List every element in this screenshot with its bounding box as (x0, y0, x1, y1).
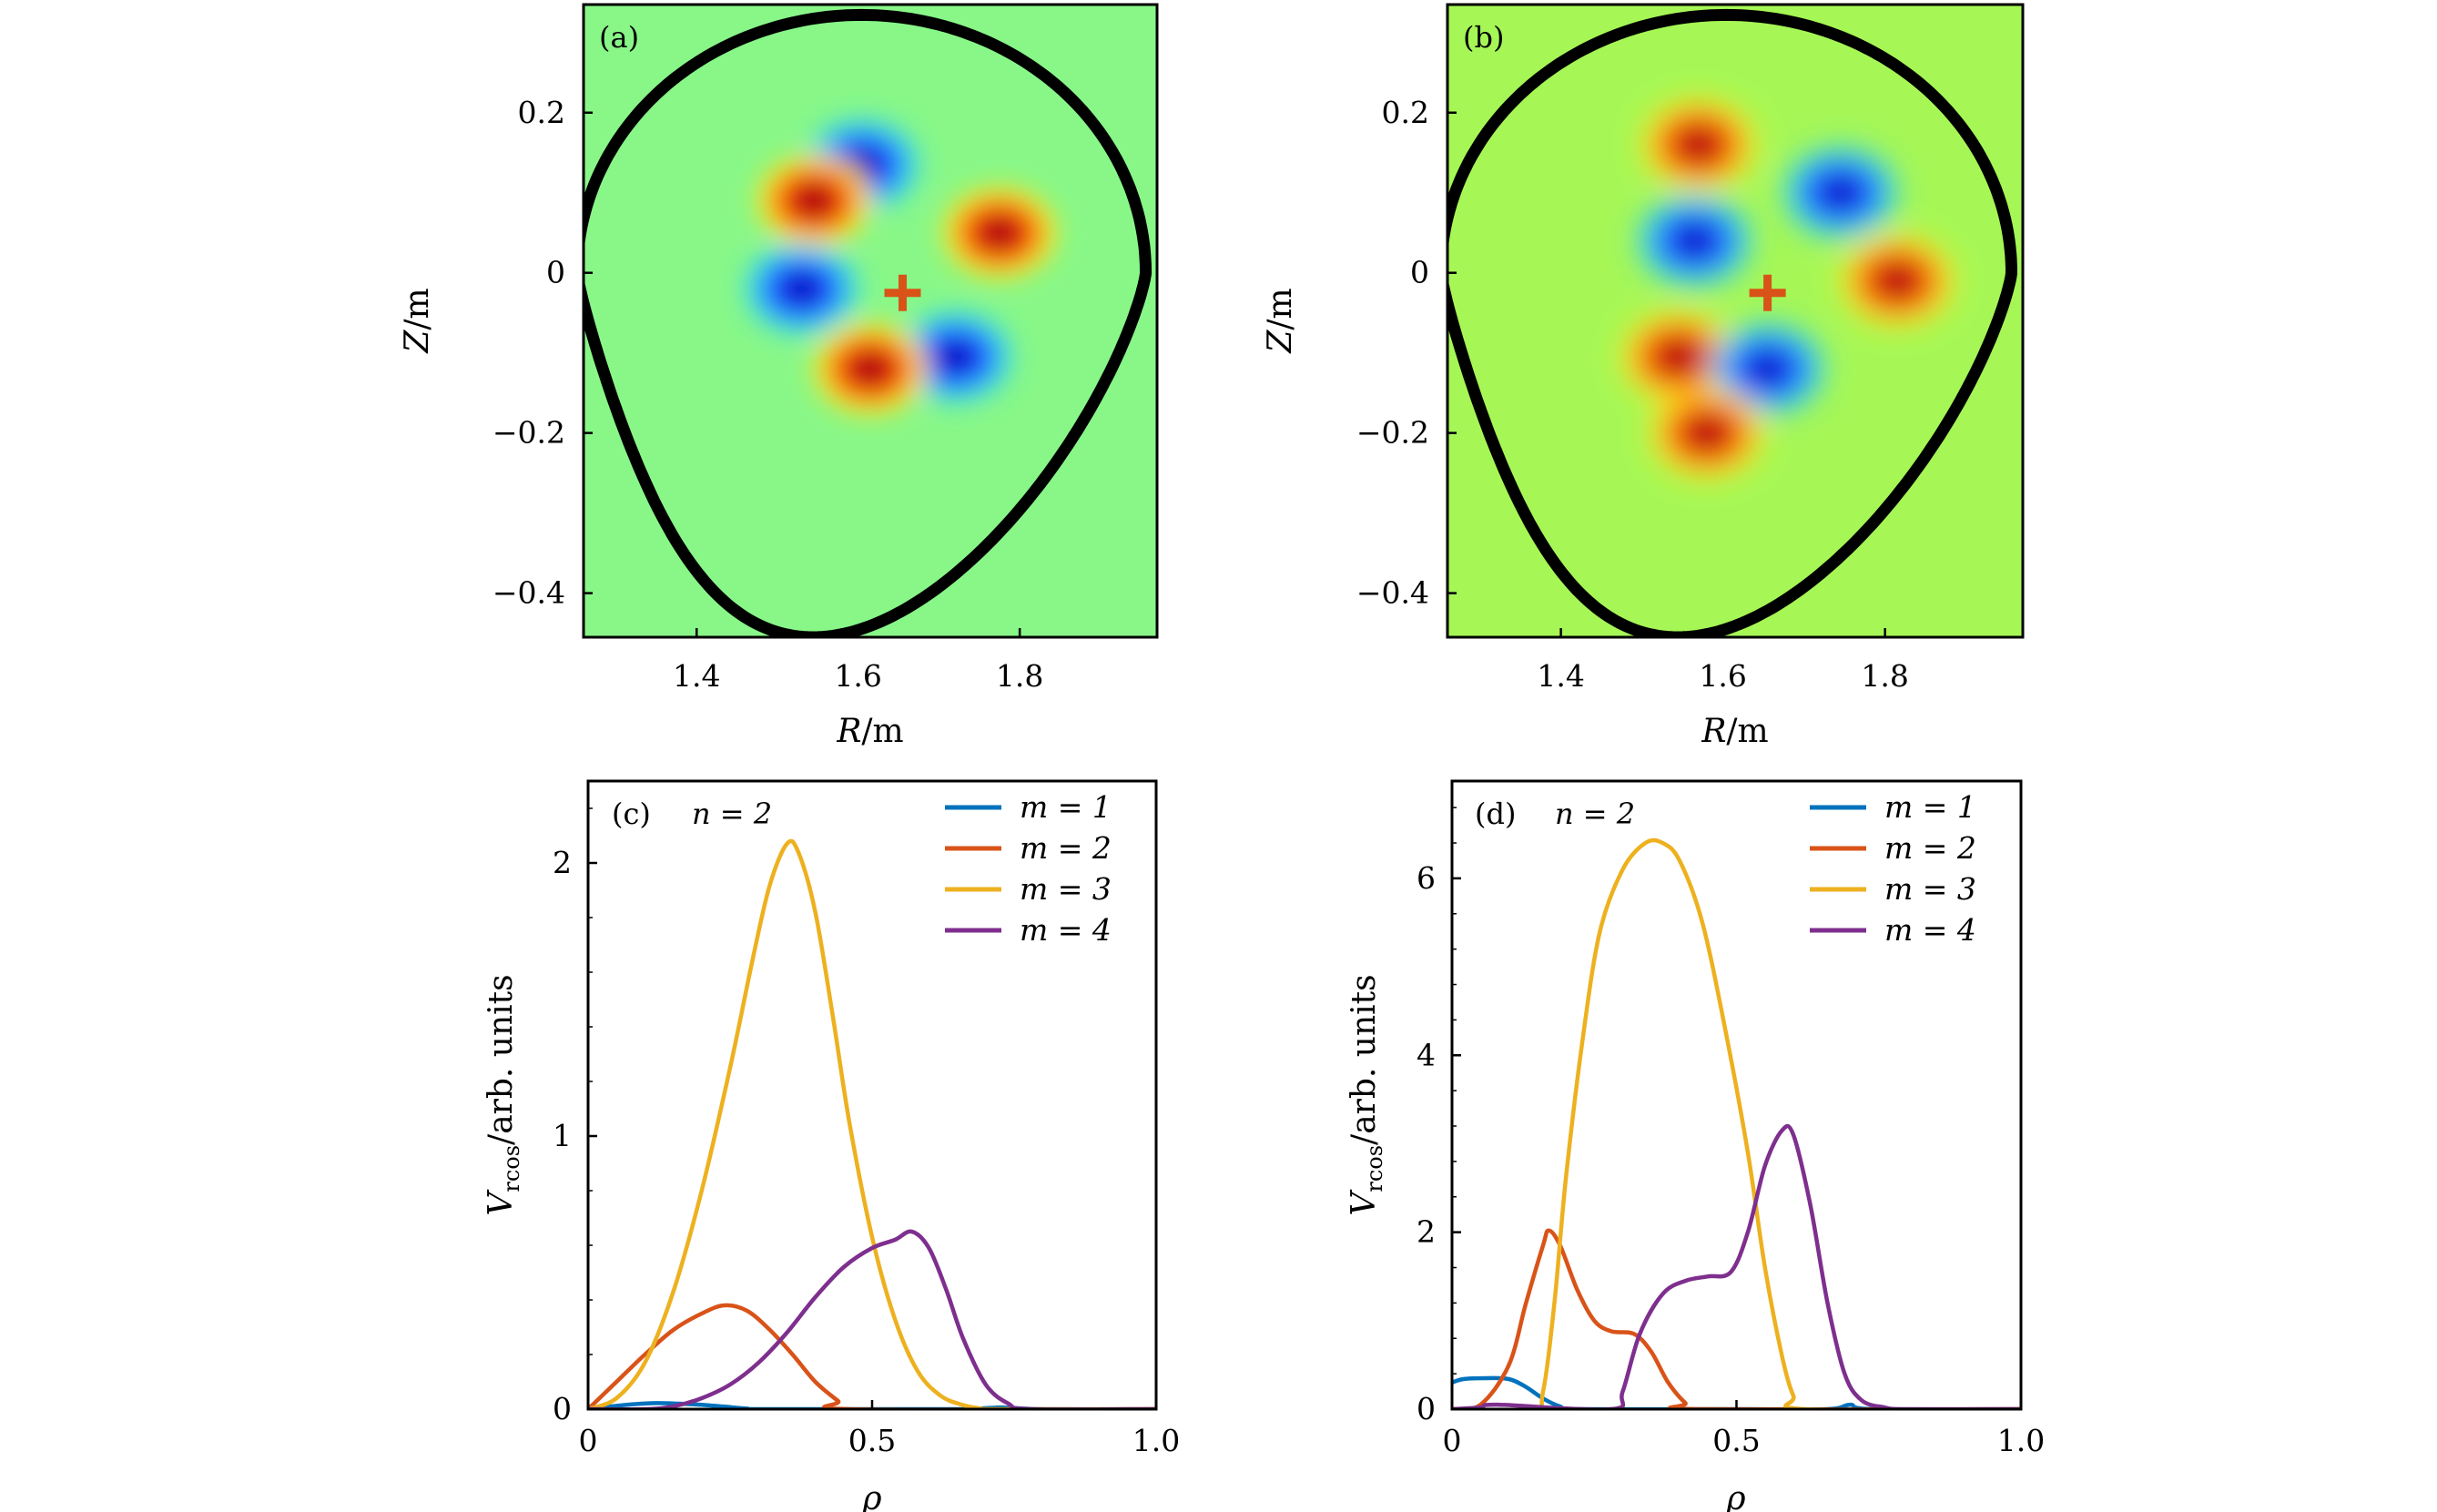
positive-blob (1641, 98, 1755, 190)
legend-label: m = 3 (1884, 871, 1976, 907)
negative-blob (1711, 323, 1824, 415)
negative-blob (899, 311, 1012, 403)
legend: m = 1 m = 2 m = 3 m = 4 (945, 789, 1112, 948)
positive-blob (756, 155, 870, 247)
x-tick-label: 1.4 (673, 658, 720, 694)
y-axis-label: Z/m (1262, 288, 1299, 353)
y-tick-label: 0 (546, 255, 565, 290)
negative-blob (1783, 147, 1897, 238)
positive-blob (1621, 311, 1735, 403)
series-line (588, 1303, 1156, 1409)
magnetic-axis-marker (1749, 274, 1786, 311)
legend-label: m = 2 (1884, 830, 1976, 866)
magnetic-axis-marker (884, 274, 921, 311)
y-tick-label: −0.4 (1356, 575, 1429, 611)
y-tick-label: 0 (553, 1391, 572, 1426)
y-axis-label: Vrcos/arb. units (1345, 974, 1387, 1215)
legend-label: m = 4 (1020, 912, 1112, 948)
panel-label: (a) (599, 20, 639, 55)
y-tick-label: 1 (553, 1118, 572, 1153)
y-tick-label: −0.2 (492, 415, 565, 451)
positive-blob (1650, 387, 1763, 479)
y-tick-label: 2 (1417, 1214, 1436, 1250)
x-tick-label: 1.6 (1699, 658, 1746, 694)
legend-label: m = 4 (1884, 912, 1976, 948)
annotation: n = 2 (1555, 797, 1635, 831)
x-tick-label: 1.6 (834, 658, 881, 694)
x-tick-label: 1.0 (1997, 1423, 2045, 1458)
series-line (1452, 1228, 2021, 1409)
y-axis-label: Z/m (399, 288, 436, 353)
legend: m = 1 m = 2 m = 3 m = 4 (1810, 789, 1976, 948)
positive-blob (942, 187, 1056, 279)
y-tick-label: 2 (553, 845, 572, 880)
plasma-boundary (584, 8, 1152, 637)
panel-label: (d) (1475, 797, 1516, 831)
x-tick-label: 0.5 (1712, 1423, 1760, 1458)
legend-label: m = 1 (1020, 789, 1112, 825)
y-tick-label: −0.2 (1356, 415, 1429, 451)
y-tick-label: −0.4 (492, 575, 565, 611)
panel-a-heatmap: 1.4 1.6 1.8 −0.4 −0.2 0 0.2 (a) R/m Z/m (399, 3, 1159, 750)
y-tick-label: 0 (1417, 1391, 1436, 1426)
panel-label: (c) (612, 797, 651, 831)
series-line (588, 1229, 1156, 1409)
annotation: n = 2 (692, 797, 772, 831)
legend-label: m = 1 (1884, 789, 1976, 825)
x-axis-label: R/m (1701, 713, 1768, 750)
y-tick-label: 4 (1417, 1037, 1436, 1072)
x-tick-label: 0 (1443, 1423, 1462, 1458)
x-tick-label: 1.0 (1132, 1423, 1180, 1458)
x-tick-label: 1.4 (1537, 658, 1584, 694)
negative-blob (1638, 195, 1752, 287)
axes-frame (1446, 3, 2025, 639)
y-tick-label: 0.2 (518, 95, 565, 130)
axes-frame (582, 3, 1159, 639)
series-line (1452, 837, 2021, 1409)
x-tick-label: 0 (579, 1423, 598, 1458)
negative-blob (745, 243, 858, 335)
panel-label: (b) (1463, 20, 1504, 55)
x-tick-label: 0.5 (848, 1423, 896, 1458)
legend-label: m = 3 (1020, 871, 1112, 907)
y-axis-label: Vrcos/arb. units (482, 974, 524, 1215)
x-axis-label: ρ (1725, 1480, 1745, 1512)
x-tick-label: 1.8 (996, 658, 1043, 694)
positive-blob (1841, 235, 1955, 327)
x-axis-label: ρ (861, 1480, 881, 1512)
x-axis-label: R/m (836, 713, 903, 750)
panel-b-heatmap: 1.4 1.6 1.8 −0.4 −0.2 0 0.2 (b) R/m Z/m (1262, 3, 2025, 750)
y-tick-label: 6 (1417, 860, 1436, 896)
y-tick-label: 0 (1410, 255, 1429, 290)
series-line (588, 838, 1156, 1409)
plot-background (584, 5, 1157, 637)
plasma-boundary (1447, 8, 2017, 637)
positive-blob (814, 323, 927, 415)
legend-label: m = 2 (1020, 830, 1112, 866)
x-tick-label: 1.8 (1861, 658, 1908, 694)
y-tick-label: 0.2 (1382, 95, 1429, 130)
